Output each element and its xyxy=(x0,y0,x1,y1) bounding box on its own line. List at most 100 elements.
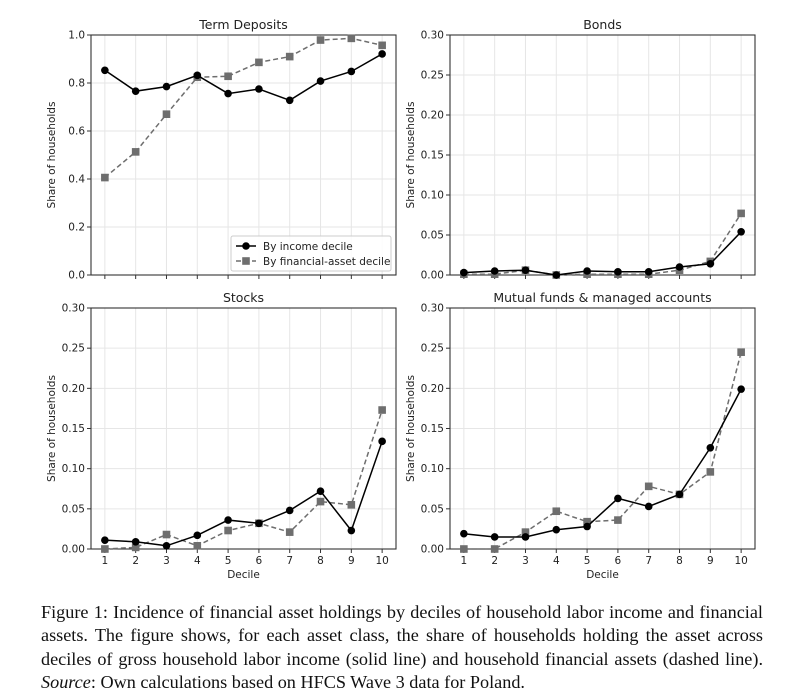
y-tick-label: 0.10 xyxy=(62,463,85,475)
data-point-financial-asset xyxy=(101,173,109,182)
data-point-financial-asset xyxy=(193,541,202,550)
data-point-income xyxy=(131,87,140,95)
y-axis-label: Share of households xyxy=(405,375,417,482)
data-point-income xyxy=(193,71,202,80)
y-tick-label: 0.30 xyxy=(62,303,85,315)
legend-marker-financial-asset xyxy=(242,257,250,265)
y-tick-label: 0.00 xyxy=(62,544,85,556)
data-point-financial-asset xyxy=(737,348,745,356)
x-tick-label: 7 xyxy=(645,555,652,567)
data-point-income xyxy=(347,67,356,76)
series-line-financial-asset xyxy=(104,37,383,179)
caption-source-label: Source xyxy=(41,671,91,692)
y-tick-label: 0.05 xyxy=(421,503,444,515)
y-tick-label: 0.25 xyxy=(62,343,85,355)
x-tick-label: 9 xyxy=(707,555,714,567)
data-point-income xyxy=(583,522,591,531)
x-tick-label: 2 xyxy=(491,555,498,567)
data-point-income xyxy=(614,268,622,276)
y-tick-label: 0.20 xyxy=(62,383,85,395)
data-point-financial-asset xyxy=(162,110,171,118)
data-point-financial-asset xyxy=(378,406,386,414)
caption-text-2: : Own calculations based on HFCS Wave 3 … xyxy=(90,671,525,692)
caption-text-1: Figure 1: Incidence of financial asset h… xyxy=(41,602,763,669)
y-tick-label: 0.20 xyxy=(421,383,444,395)
data-point-financial-asset xyxy=(614,516,622,524)
x-tick-label: 6 xyxy=(615,555,622,567)
data-point-financial-asset xyxy=(583,517,591,526)
legend-label-income: By income decile xyxy=(263,241,353,253)
chart-title: Mutual funds & managed accounts xyxy=(493,290,711,305)
series-line-financial-asset xyxy=(104,409,383,550)
data-point-income xyxy=(675,490,684,499)
data-point-income xyxy=(521,266,530,275)
y-axis-label: Share of households xyxy=(405,102,417,209)
data-point-financial-asset xyxy=(162,530,171,539)
data-point-income xyxy=(490,267,499,275)
y-tick-label: 0.4 xyxy=(68,174,85,186)
data-point-income xyxy=(316,487,325,495)
data-point-financial-asset xyxy=(378,41,386,50)
legend-marker-income xyxy=(242,242,250,250)
y-tick-label: 0.8 xyxy=(68,78,85,90)
data-point-financial-asset xyxy=(706,468,715,476)
data-point-income xyxy=(583,267,591,275)
y-tick-label: 0.0 xyxy=(68,270,85,282)
x-tick-label: 3 xyxy=(522,555,529,567)
data-point-income xyxy=(737,228,745,236)
data-point-income xyxy=(162,541,171,550)
data-point-income xyxy=(347,526,356,535)
x-tick-label: 1 xyxy=(461,555,468,567)
data-point-financial-asset xyxy=(224,72,232,81)
figure-caption: Figure 1: Incidence of financial asset h… xyxy=(41,601,763,694)
data-point-income xyxy=(316,77,325,85)
data-point-income xyxy=(521,533,530,541)
y-tick-label: 1.0 xyxy=(68,30,85,42)
y-tick-label: 0.25 xyxy=(421,343,444,355)
data-point-income xyxy=(101,66,109,75)
chart-legend: By income decile By financial-asset decil… xyxy=(230,235,392,272)
x-tick-label: 4 xyxy=(194,555,201,567)
data-point-financial-asset xyxy=(347,34,356,43)
y-axis-label: Share of households xyxy=(46,102,58,209)
data-point-financial-asset xyxy=(285,52,294,61)
y-tick-label: 0.30 xyxy=(421,30,444,42)
series-line-income xyxy=(463,231,742,276)
x-tick-label: 7 xyxy=(286,555,293,567)
y-tick-label: 0.10 xyxy=(421,190,444,202)
data-point-income xyxy=(706,443,715,452)
y-tick-label: 0.00 xyxy=(421,544,444,556)
x-tick-label: 4 xyxy=(553,555,560,567)
y-tick-label: 0.05 xyxy=(421,230,444,242)
y-tick-label: 0.15 xyxy=(62,423,85,435)
chart-panel-1: 0.0 0.2 0.4 0.6 0.8 1.0 Term Deposits Share of … xyxy=(46,17,397,282)
data-point-income xyxy=(285,96,294,105)
x-axis-label: Decile xyxy=(227,569,260,581)
x-tick-label: 1 xyxy=(102,555,109,567)
y-tick-label: 0.10 xyxy=(421,463,444,475)
y-tick-label: 0.05 xyxy=(62,503,85,515)
data-point-financial-asset xyxy=(131,543,140,552)
data-point-income xyxy=(193,531,202,540)
data-point-financial-asset xyxy=(460,545,468,553)
y-axis-label: Share of households xyxy=(46,375,58,482)
x-axis-label: Decile xyxy=(586,569,619,581)
series-line-income xyxy=(104,53,383,102)
data-point-financial-asset xyxy=(285,528,294,536)
y-tick-label: 0.30 xyxy=(421,303,444,315)
data-point-income xyxy=(101,536,109,544)
y-tick-label: 0.2 xyxy=(68,222,85,234)
chart-panel-2: 0.00 0.05 0.10 0.15 0.20 0.25 0.30 Bonds Share o… xyxy=(405,17,756,282)
series-line-financial-asset xyxy=(463,351,742,550)
data-point-income xyxy=(706,260,715,268)
data-point-financial-asset xyxy=(131,148,140,156)
data-point-financial-asset xyxy=(316,497,325,506)
chart-title: Stocks xyxy=(223,290,264,305)
data-point-income xyxy=(285,506,294,515)
y-tick-label: 0.25 xyxy=(421,70,444,82)
y-tick-label: 0.6 xyxy=(68,126,85,138)
figure-panels: 0.0 0.2 0.4 0.6 0.8 1.0 Term Deposits Share of … xyxy=(46,17,756,581)
data-point-income xyxy=(378,50,386,58)
x-tick-label: 8 xyxy=(317,555,324,567)
data-point-financial-asset xyxy=(224,526,232,535)
